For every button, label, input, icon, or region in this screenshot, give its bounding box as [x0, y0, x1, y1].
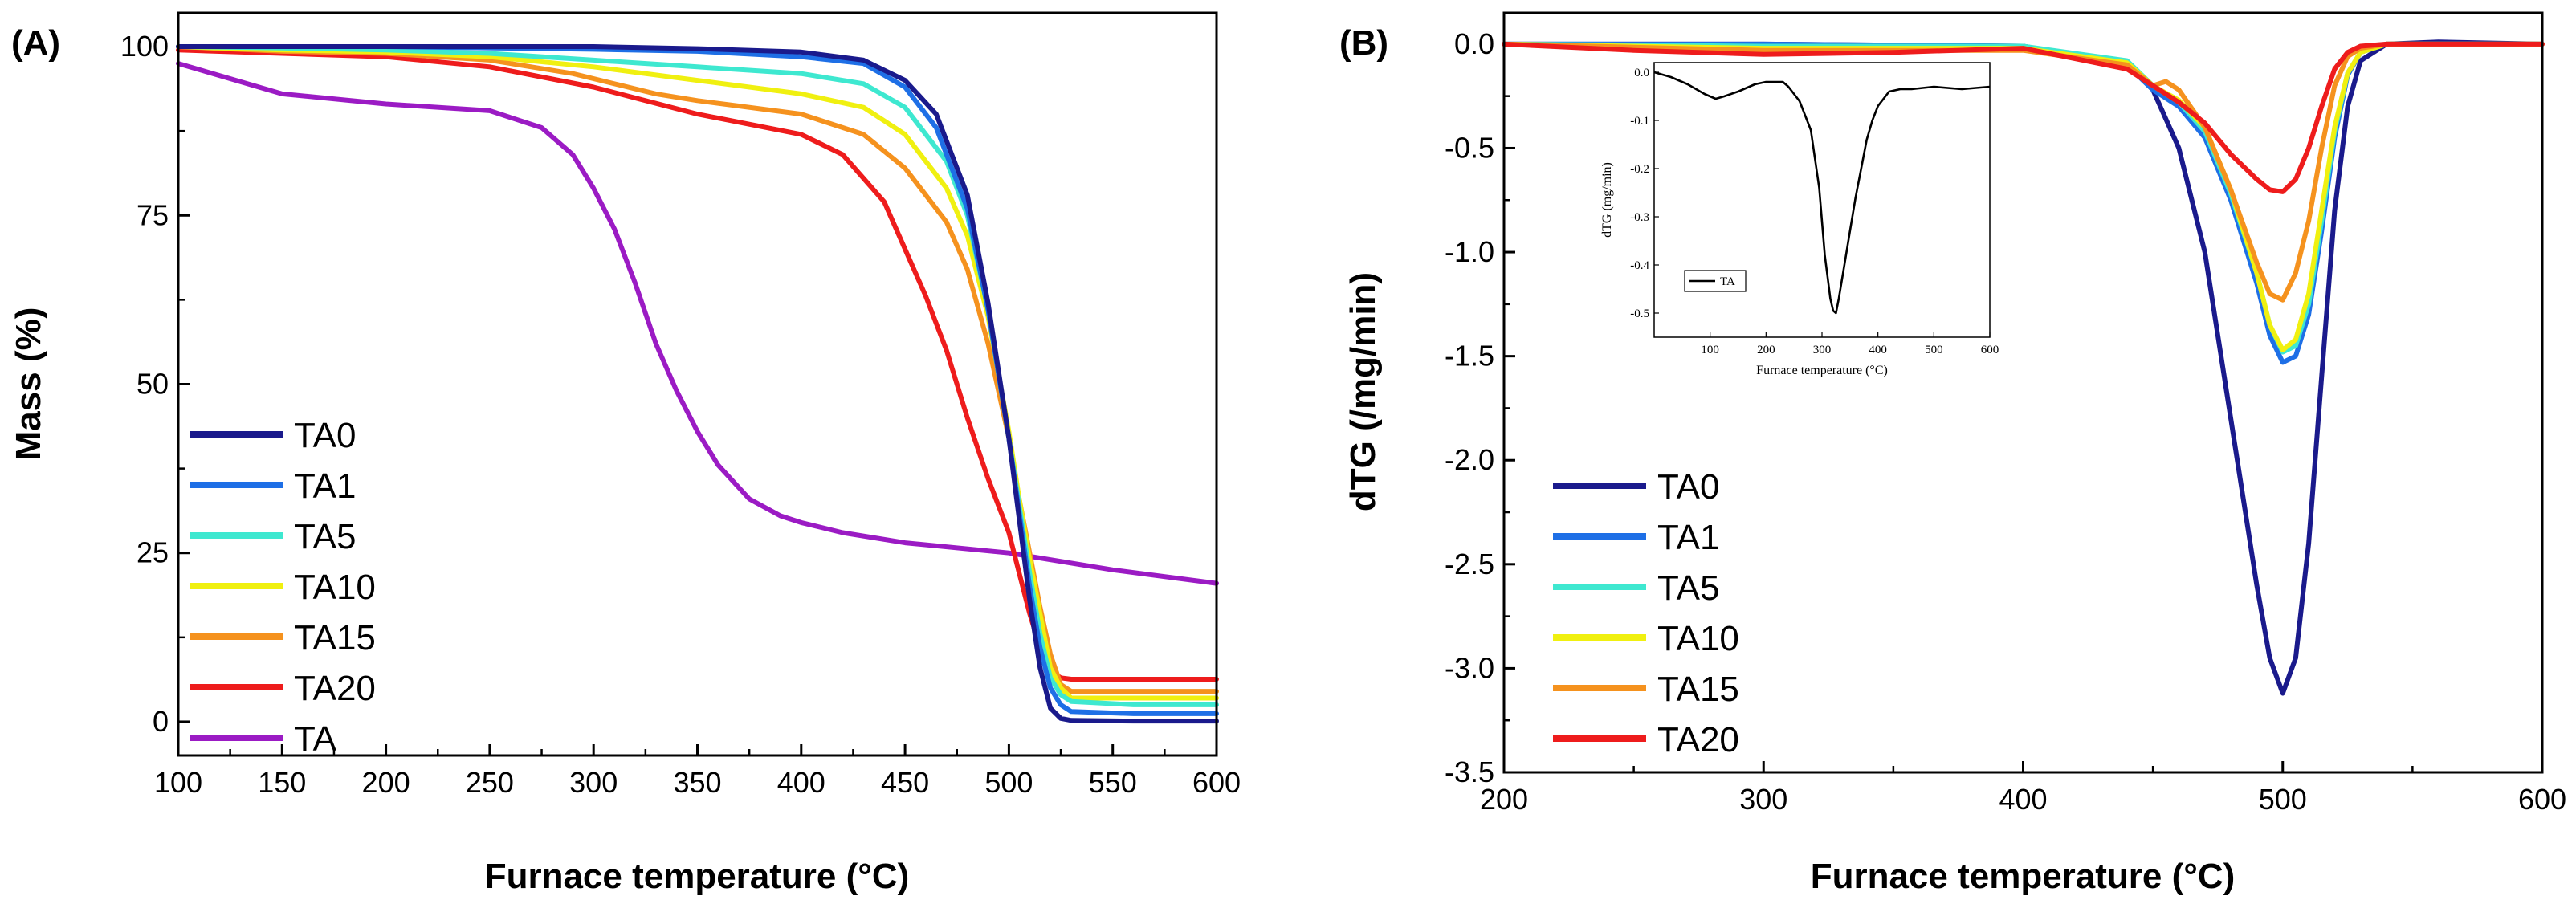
- panel-a-legend: TA0 TA1 TA5 TA10 TA15 TA20 TA: [190, 416, 376, 759]
- x-tick-label: 200: [362, 766, 410, 799]
- inset-y-tick-label: -0.4: [1630, 259, 1649, 272]
- legend-label-ta0: TA0: [294, 416, 356, 455]
- y-tick-label: 100: [120, 30, 169, 63]
- x-tick-label: 400: [1999, 783, 2047, 816]
- legend-label-ta1: TA1: [1657, 518, 1719, 557]
- legend-label-ta5: TA5: [294, 517, 356, 556]
- x-tick-label: 250: [466, 766, 514, 799]
- panel-a-y-axis-title: Mass (%): [9, 307, 48, 461]
- y-tick-label: -0.5: [1445, 131, 1494, 164]
- inset-x-tick-label: 500: [1925, 344, 1943, 356]
- x-tick-label: 600: [1192, 766, 1241, 799]
- inset-x-tick-label: 200: [1757, 344, 1775, 356]
- series-line-ta0: [176, 44, 1219, 724]
- legend-label-ta15: TA15: [294, 618, 376, 658]
- panel-a-label: (A): [11, 23, 60, 63]
- x-tick-label: 550: [1089, 766, 1137, 799]
- series-line-ta15: [176, 44, 1219, 694]
- panel-b-plot-frame: [1502, 11, 2544, 774]
- panel-b-dtg-chart: (B) 200 300 400 500 600 0.0 -0.5 -1.0 -1.5 -2.0 -2…: [1339, 11, 2566, 896]
- y-tick-label: -1.5: [1445, 340, 1494, 373]
- inset-ticks: 100 200 300 400 500 600 0.0 -0.1 -0.2 -0.3 -0.4 -0.…: [1630, 67, 1999, 356]
- panel-a-series: [176, 44, 1219, 724]
- inset-y-tick-label: -0.2: [1630, 163, 1649, 176]
- panel-b-legend: TA0 TA1 TA5 TA10 TA15 TA20: [1553, 467, 1739, 759]
- panel-b-x-axis-title: Furnace temperature (°C): [1811, 857, 2236, 896]
- x-tick-label: 200: [1480, 783, 1528, 816]
- legend-label-ta5: TA5: [1657, 568, 1719, 608]
- legend-label-ta15: TA15: [1657, 670, 1739, 709]
- y-tick-label: -3.0: [1445, 651, 1494, 684]
- inset-series: [1653, 71, 1991, 315]
- inset-y-tick-label: -0.3: [1630, 211, 1649, 224]
- inset-x-axis-title: Furnace temperature (°C): [1756, 364, 1888, 377]
- x-tick-label: 400: [777, 766, 825, 799]
- y-tick-label: 25: [137, 536, 169, 569]
- panel-b-series: [1502, 39, 2545, 696]
- legend-label-ta1: TA1: [294, 466, 356, 506]
- x-tick-label: 150: [258, 766, 306, 799]
- inset-series-line-ta: [1653, 71, 1991, 315]
- y-tick-label: -3.5: [1445, 755, 1494, 788]
- panel-b-inset-chart: 100 200 300 400 500 600 0.0 -0.1 -0.2 -0.3 -0.4 -0.…: [1600, 62, 1999, 377]
- inset-x-tick-label: 300: [1813, 344, 1832, 356]
- legend-label-ta20: TA20: [1657, 720, 1739, 759]
- inset-y-tick-label: -0.5: [1630, 307, 1649, 320]
- x-tick-label: 600: [2518, 783, 2566, 816]
- inset-y-tick-label: -0.1: [1630, 115, 1649, 128]
- x-tick-label: 300: [1739, 783, 1787, 816]
- y-tick-label: 0: [153, 705, 169, 738]
- y-tick-label: -2.0: [1445, 443, 1494, 476]
- y-tick-label: 0.0: [1454, 27, 1494, 60]
- panel-a-tick-labels: 100 150 200 250 300 350 400 450 500 550 600 0 25 50 75…: [120, 30, 1241, 799]
- panel-b-y-axis-title: dTG (/mg/min): [1343, 272, 1383, 511]
- series-line-ta20: [1502, 41, 2545, 194]
- x-tick-label: 300: [569, 766, 618, 799]
- panel-b-tick-labels: 200 300 400 500 600 0.0 -0.5 -1.0 -1.5 -2.0 -2.5 -3…: [1445, 27, 2566, 816]
- legend-label-ta: TA: [294, 719, 337, 759]
- inset-x-tick-label: 600: [1981, 344, 1999, 356]
- inset-y-tick-label: 0.0: [1634, 67, 1649, 79]
- series-line-ta: [176, 61, 1219, 586]
- y-tick-label: 75: [137, 198, 169, 231]
- x-tick-label: 450: [881, 766, 929, 799]
- y-tick-label: 50: [137, 368, 169, 401]
- legend-label-ta10: TA10: [1657, 619, 1739, 658]
- legend-label-ta0: TA0: [1657, 467, 1719, 507]
- x-tick-label: 100: [154, 766, 202, 799]
- y-tick-label: -1.0: [1445, 235, 1494, 268]
- inset-plot-frame: [1653, 62, 1991, 338]
- panel-a-plot-frame: [177, 11, 1218, 757]
- legend-label-ta10: TA10: [294, 568, 376, 607]
- x-tick-label: 500: [984, 766, 1033, 799]
- y-tick-label: -2.5: [1445, 548, 1494, 580]
- series-line-ta10: [176, 44, 1219, 701]
- inset-legend: TA: [1684, 270, 1747, 292]
- legend-label-ta20: TA20: [294, 669, 376, 708]
- panel-b-label: (B): [1339, 23, 1388, 63]
- inset-legend-label: TA: [1720, 275, 1735, 288]
- inset-x-tick-label: 100: [1701, 344, 1719, 356]
- x-tick-label: 500: [2259, 783, 2307, 816]
- panel-a-mass-chart: (A) 100 150 200 250 300 350 400 450 500 550 600 0 25…: [9, 11, 1241, 896]
- x-tick-label: 350: [673, 766, 721, 799]
- panel-a-x-axis-title: Furnace temperature (°C): [485, 857, 910, 896]
- inset-x-tick-label: 400: [1869, 344, 1887, 356]
- inset-y-axis-title: dTG (mg/min): [1600, 162, 1614, 238]
